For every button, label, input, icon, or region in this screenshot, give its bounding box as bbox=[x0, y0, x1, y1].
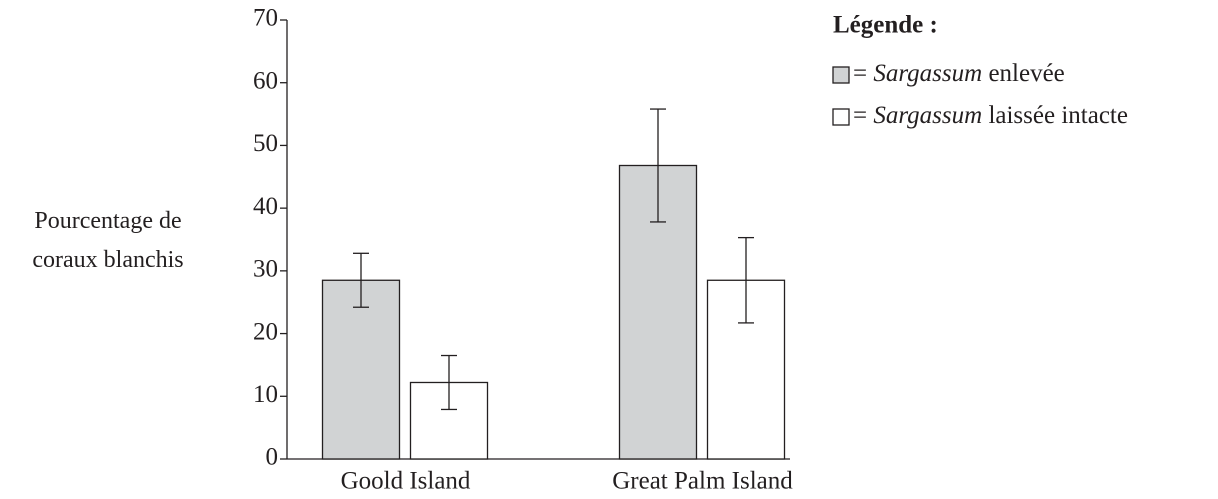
y-tick-label: 10 bbox=[253, 381, 278, 408]
y-tick-label: 60 bbox=[253, 67, 278, 94]
error-bar bbox=[650, 108, 666, 223]
y-tick-label: 40 bbox=[253, 193, 278, 220]
y-axis-label: Pourcentage de coraux blanchis bbox=[32, 208, 184, 273]
legend-label: = Sargassum enlevée bbox=[853, 60, 1065, 87]
legend-title: Légende : bbox=[833, 12, 938, 39]
error-bar bbox=[441, 354, 457, 411]
legend-swatch bbox=[832, 66, 850, 84]
y-tick-label: 0 bbox=[266, 444, 279, 471]
y-tick-label: 50 bbox=[253, 130, 278, 157]
y-tick-label: 70 bbox=[253, 5, 278, 32]
bar bbox=[321, 279, 401, 460]
error-bar bbox=[353, 252, 369, 308]
y-tick-label: 20 bbox=[253, 318, 278, 345]
x-tick-label: Great Palm Island bbox=[612, 468, 793, 495]
legend-swatch bbox=[832, 108, 850, 126]
error-bar bbox=[738, 236, 754, 324]
x-tick-label: Goold Island bbox=[341, 468, 471, 495]
legend-label: = Sargassum laissée intacte bbox=[853, 102, 1128, 129]
y-tick-label: 30 bbox=[253, 256, 278, 283]
